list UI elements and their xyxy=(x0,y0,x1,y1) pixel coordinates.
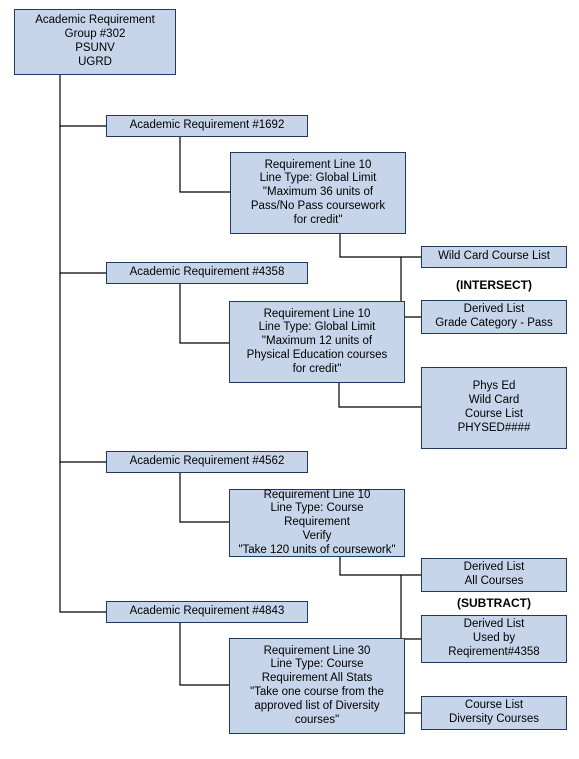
node-line: Wild Card Course List xyxy=(438,250,550,264)
node-line: Reqirement#4358 xyxy=(448,646,539,660)
node-line: Academic Requirement #4562 xyxy=(130,455,285,469)
node-line: Requirement Line 10 xyxy=(264,489,371,503)
node-line: Requirement All Stats xyxy=(262,672,373,686)
node-line: Requirement Line 10 xyxy=(265,159,372,173)
node-line: Verify xyxy=(303,530,332,544)
node-line: Group #302 xyxy=(65,28,126,42)
node-line: Line Type: Course xyxy=(270,658,363,672)
node-reqline-4358: Requirement Line 10 Line Type: Global Li… xyxy=(229,301,405,383)
node-line: Line Type: Global Limit xyxy=(259,321,376,335)
node-ar-4843: Academic Requirement #4843 xyxy=(106,601,308,623)
node-reqline-4843: Requirement Line 30 Line Type: Course Re… xyxy=(229,638,405,734)
node-line: Derived List xyxy=(464,303,525,317)
node-line: Requirement Line 30 xyxy=(264,645,371,659)
node-line: Derived List xyxy=(464,618,525,632)
node-derived-grade-cat: Derived List Grade Category - Pass xyxy=(421,300,567,334)
node-wildcard-list: Wild Card Course List xyxy=(421,246,567,268)
node-line: Academic Requirement xyxy=(35,14,155,28)
node-line: "Maximum 12 units of xyxy=(262,335,372,349)
node-line: Requirement xyxy=(284,516,350,530)
node-derived-all-courses: Derived List All Courses xyxy=(421,558,567,592)
node-physed-list: Phys Ed Wild Card Course List PHYSED#### xyxy=(421,367,567,449)
node-line: Derived List xyxy=(464,561,525,575)
node-line: Course List xyxy=(465,699,523,713)
node-line: Course List xyxy=(465,408,523,422)
node-line: Line Type: Course xyxy=(270,502,363,516)
operator-text: (SUBTRACT) xyxy=(457,596,531,610)
node-line: Academic Requirement #4358 xyxy=(130,266,285,280)
node-line: "Take one course from the xyxy=(250,686,384,700)
node-ar-4562: Academic Requirement #4562 xyxy=(106,451,308,473)
node-line: "Take 120 units of coursework" xyxy=(238,544,395,558)
node-line: UGRD xyxy=(78,56,112,70)
node-line: Grade Category - Pass xyxy=(435,317,553,331)
node-line: Academic Requirement #4843 xyxy=(130,605,285,619)
node-line: courses" xyxy=(295,714,339,728)
node-ar-1692: Academic Requirement #1692 xyxy=(106,115,308,137)
node-derived-usedby: Derived List Used by Reqirement#4358 xyxy=(421,615,567,663)
node-line: Physical Education courses xyxy=(247,349,388,363)
node-line: for credit" xyxy=(293,363,342,377)
node-line: Academic Requirement #1692 xyxy=(130,119,285,133)
node-reqline-4562: Requirement Line 10 Line Type: Course Re… xyxy=(229,489,405,557)
node-line: All Courses xyxy=(465,575,524,589)
node-line: PSUNV xyxy=(75,42,115,56)
node-line: Pass/No Pass coursework xyxy=(251,200,385,214)
node-line: Wild Card xyxy=(469,394,519,408)
node-line: for credit" xyxy=(294,214,343,228)
node-root: Academic Requirement Group #302 PSUNV UG… xyxy=(14,9,176,75)
node-line: PHYSED#### xyxy=(458,422,531,436)
node-line: approved list of Diversity xyxy=(254,700,379,714)
node-line: Line Type: Global Limit xyxy=(260,172,377,186)
node-line: "Maximum 36 units of xyxy=(263,186,373,200)
operator-subtract: (SUBTRACT) xyxy=(421,596,567,610)
node-ar-4358: Academic Requirement #4358 xyxy=(106,262,308,284)
node-course-list-diversity: Course List Diversity Courses xyxy=(421,696,567,730)
node-line: Diversity Courses xyxy=(449,713,539,727)
operator-text: (INTERSECT) xyxy=(456,278,532,292)
node-line: Used by xyxy=(473,632,515,646)
node-line: Requirement Line 10 xyxy=(264,308,371,322)
node-reqline-1692: Requirement Line 10 Line Type: Global Li… xyxy=(230,152,406,234)
node-line: Phys Ed xyxy=(473,380,516,394)
operator-intersect: (INTERSECT) xyxy=(421,278,567,292)
